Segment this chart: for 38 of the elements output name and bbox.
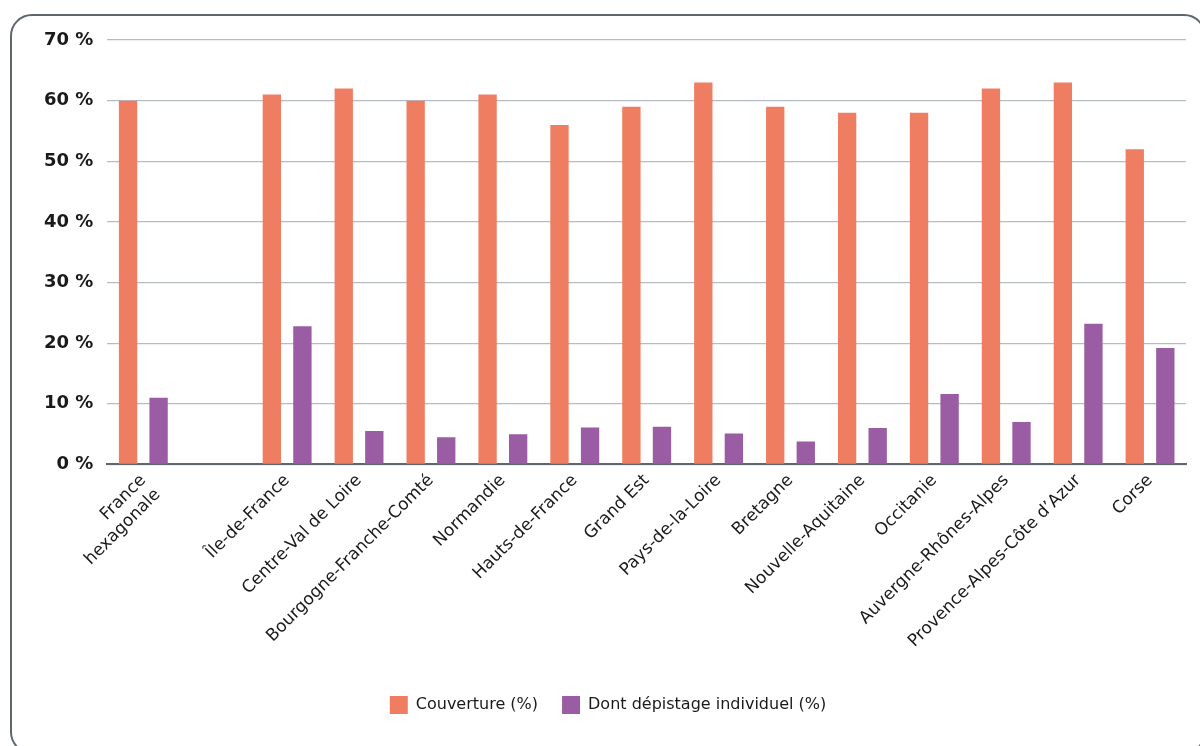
y-tick-label: 30 % bbox=[43, 270, 94, 292]
bar bbox=[724, 433, 744, 464]
bar bbox=[334, 88, 353, 464]
bar bbox=[508, 434, 528, 464]
bar bbox=[437, 437, 456, 464]
bar bbox=[1053, 82, 1073, 464]
bar bbox=[837, 112, 857, 464]
bar bbox=[365, 431, 384, 464]
bar bbox=[118, 100, 138, 464]
bar bbox=[796, 441, 815, 464]
bar bbox=[1156, 348, 1175, 464]
bar bbox=[622, 106, 641, 464]
y-tick-label: 0 % bbox=[56, 452, 94, 474]
y-tick-label: 50 % bbox=[43, 148, 94, 170]
bar bbox=[1012, 422, 1031, 464]
bar bbox=[478, 94, 497, 464]
bar bbox=[940, 394, 959, 464]
bar bbox=[1084, 323, 1103, 464]
bar bbox=[981, 88, 1001, 464]
bar bbox=[262, 94, 282, 464]
y-tick-label: 60 % bbox=[43, 88, 94, 110]
y-tick-label: 70 % bbox=[43, 27, 94, 49]
bar bbox=[550, 124, 569, 464]
bar bbox=[909, 112, 929, 464]
y-tick-label: 10 % bbox=[43, 391, 94, 413]
bar bbox=[652, 426, 672, 464]
bar bbox=[868, 428, 887, 464]
bar bbox=[149, 397, 168, 464]
bar bbox=[580, 427, 600, 464]
bar bbox=[766, 106, 785, 464]
legend-label: Dont dépistage individuel (%) bbox=[588, 694, 827, 714]
legend-label: Couverture (%) bbox=[415, 694, 539, 714]
y-tick-label: 40 % bbox=[43, 209, 94, 231]
bar bbox=[694, 82, 713, 464]
bar bbox=[1125, 149, 1144, 464]
bar bbox=[406, 100, 425, 464]
y-tick-label: 20 % bbox=[43, 330, 94, 352]
bar bbox=[293, 326, 312, 464]
